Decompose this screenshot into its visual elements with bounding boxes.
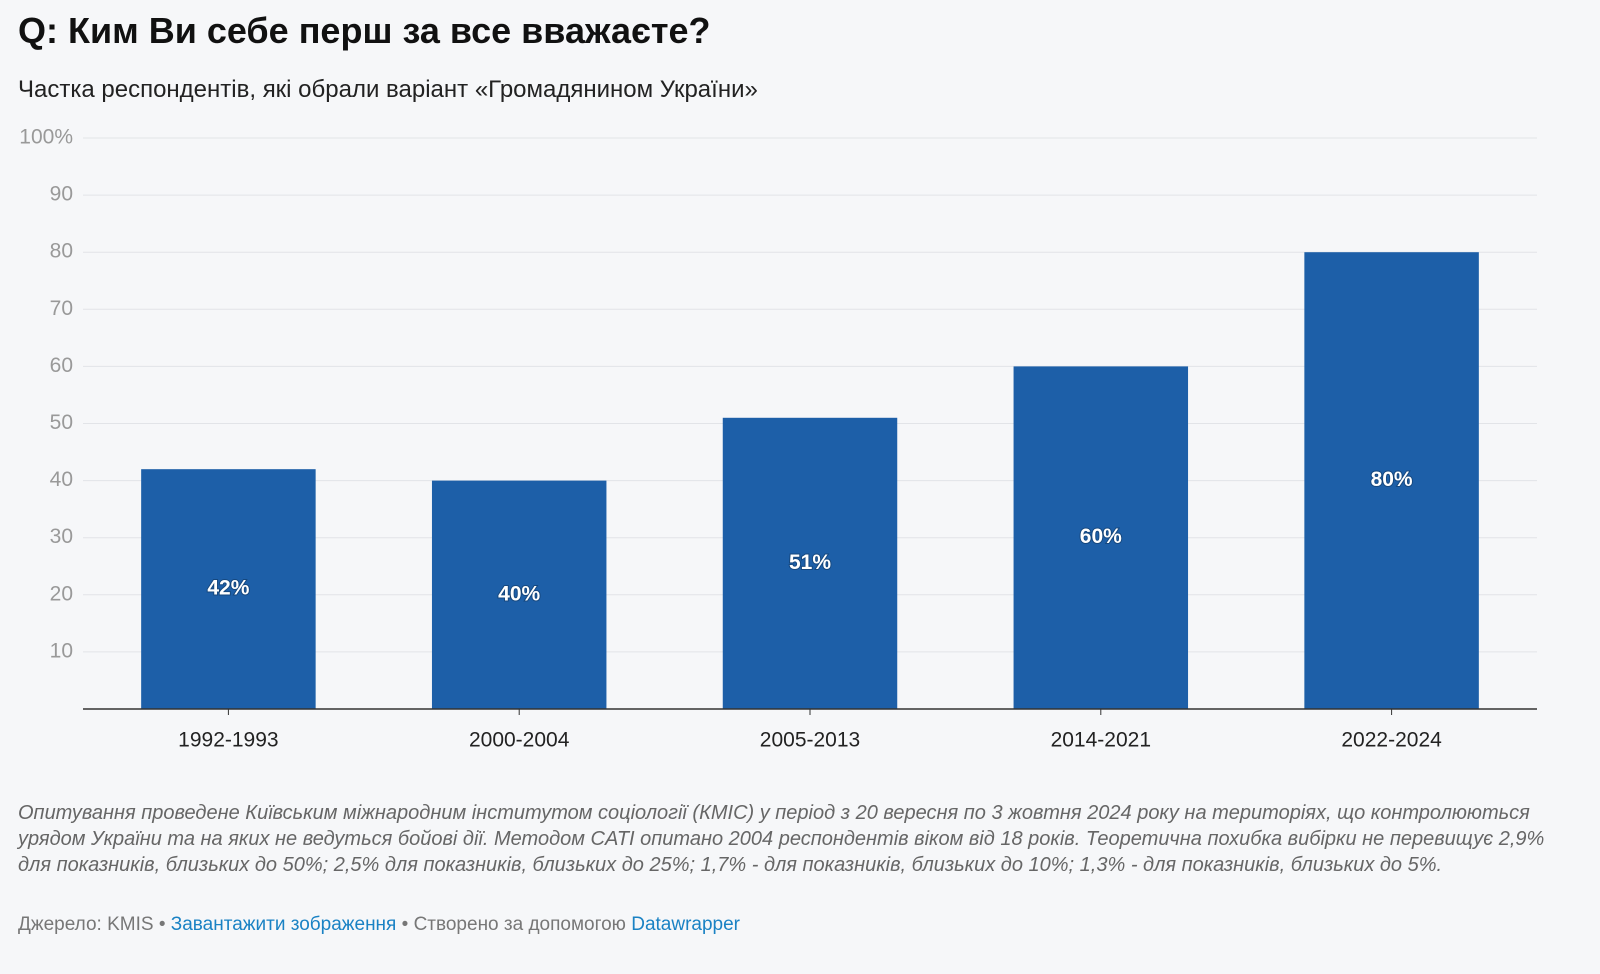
chart: 10 20 30 40 50 60 70 80 90 100% 1992-1993 42% 2000-2…: [19, 126, 1537, 752]
credit: Створено за допомогою: [413, 914, 626, 935]
x-tick-label: 2000-2004: [469, 729, 570, 752]
source: Джерело: KMIS: [18, 914, 154, 935]
bar: [1013, 366, 1189, 709]
chart-note: Опитування проведене Київським міжнародн…: [18, 802, 1545, 876]
value-label: 40%: [498, 582, 540, 605]
download-link[interactable]: Завантажити зображення: [170, 914, 397, 935]
y-tick-label: 20: [50, 582, 73, 605]
x-tick-label: 2014-2021: [1051, 729, 1151, 752]
bar: [1304, 252, 1479, 709]
y-tick-label: 100%: [19, 126, 73, 149]
value-label: 60%: [1080, 525, 1122, 548]
y-tick-label: 50: [50, 411, 73, 434]
y-tick-label: 10: [50, 639, 73, 662]
separator: •: [401, 914, 409, 935]
x-tick-label: 2005-2013: [760, 729, 860, 752]
bar: [431, 480, 607, 709]
chart-subtitle: Частка респондентів, які обрали варіант …: [18, 76, 758, 103]
chart-title: Q: Ким Ви себе перш за все вважаєте?: [18, 10, 711, 51]
y-tick-label: 30: [50, 525, 73, 548]
y-tick-label: 70: [50, 297, 73, 320]
x-tick-label: 1992-1993: [178, 729, 278, 752]
bar: [722, 417, 898, 709]
value-label: 42%: [207, 577, 249, 600]
bar: [141, 469, 316, 709]
x-tick-label: 2022-2024: [1341, 729, 1442, 752]
value-label: 51%: [789, 551, 831, 574]
y-tick-label: 40: [50, 468, 73, 491]
footer: Джерело: KMIS • Завантажити зображення •…: [18, 914, 740, 936]
y-tick-label: 80: [50, 240, 73, 263]
value-label: 80%: [1371, 468, 1413, 491]
separator: •: [158, 914, 166, 935]
y-tick-label: 90: [50, 183, 73, 206]
credit-link[interactable]: Datawrapper: [631, 914, 740, 935]
y-tick-label: 60: [50, 354, 73, 377]
